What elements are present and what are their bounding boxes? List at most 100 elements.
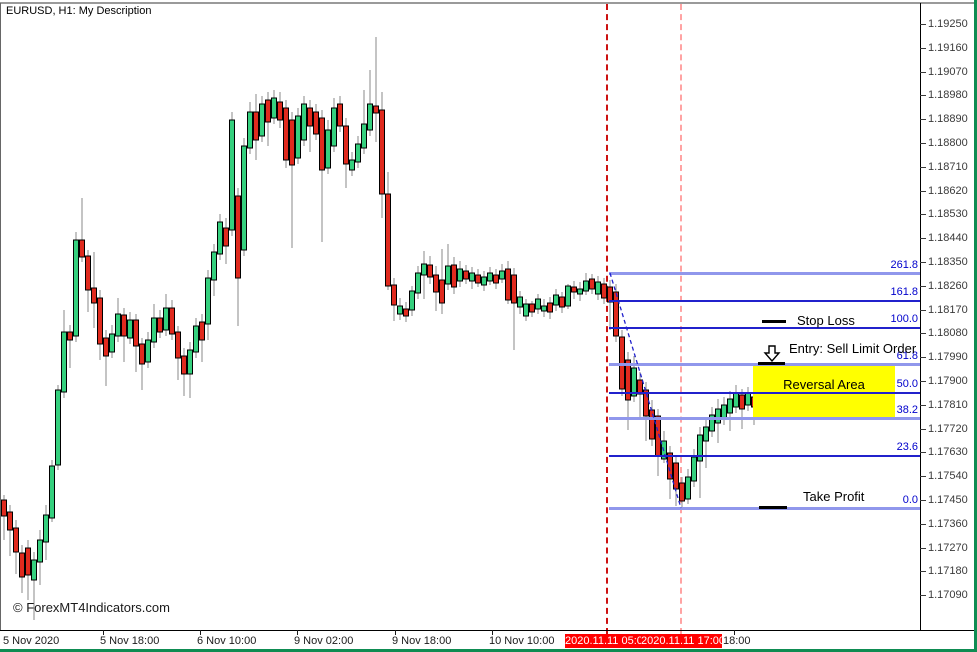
candle [37,539,43,563]
fib-label-100.0: 100.0 [890,313,918,325]
candle [391,284,397,306]
candle [739,394,745,410]
time-label[interactable]: 18:00 [723,635,751,647]
candle [451,264,457,288]
window-top-border [0,2,977,4]
stop-loss-label: Stop Loss [797,313,855,328]
candle [295,115,301,159]
price-label: 1.18260 [928,279,968,292]
candle [595,281,601,295]
fib-label-0.0: 0.0 [902,494,918,506]
fib-line-50.0[interactable] [609,392,920,394]
price-label: 1.17720 [928,422,968,435]
price-label: 1.18620 [928,184,968,197]
price-label: 1.17900 [928,375,968,387]
candle [175,331,181,359]
candle [403,308,409,317]
time-label[interactable]: 10 Nov 10:00 [489,635,555,647]
candle [487,272,493,282]
candle [505,268,511,301]
entry-down-arrow-icon [763,345,781,362]
time-label[interactable]: 5 Nov 2020 [3,635,60,647]
candle [25,547,31,576]
price-label: 1.18440 [928,232,968,245]
price-label: 1.17090 [928,589,968,602]
price-tick [920,309,926,311]
price-tick [920,452,926,454]
candle [229,119,235,231]
vertical-line-1[interactable] [606,4,608,634]
price-tick [920,119,926,121]
highlighted-time-label[interactable]: 2020.11.11 17:00 [641,634,726,648]
candle [679,482,685,502]
price-label: 1.19160 [928,41,968,54]
fib-line-261.8[interactable] [609,272,920,275]
candle [499,270,505,280]
stop-loss-marker[interactable] [762,320,786,323]
candle [241,145,247,251]
candle [547,302,553,313]
reversal-area-label: Reversal Area [783,377,865,392]
price-tick [920,262,926,263]
candle [139,343,145,365]
fib-label-61.8: 61.8 [896,350,918,362]
price-tick [920,404,926,406]
candle [463,270,469,280]
price-label: 1.18170 [928,303,968,316]
candle [445,265,451,285]
fib-line-100.0[interactable] [609,327,920,329]
entry-marker[interactable] [758,362,785,365]
price-label: 1.17810 [928,398,968,411]
time-label[interactable]: 9 Nov 18:00 [392,635,452,647]
candle [103,337,109,357]
price-tick [920,500,926,501]
highlighted-time-label[interactable]: 2020.11.11 05:0 [565,634,643,648]
candle [265,99,271,123]
fib-label-50.0: 50.0 [896,378,918,390]
candle [397,305,403,315]
price-label: 1.18890 [928,113,968,126]
candle [73,239,79,337]
candle [163,307,169,331]
reversal-area-zone[interactable] [753,365,895,418]
candle [553,294,559,306]
candle [709,414,715,432]
price-axis-separator [920,3,921,630]
price-tick [920,381,926,382]
candle [367,103,373,131]
time-label[interactable]: 6 Nov 10:00 [197,635,257,647]
candle [373,105,379,114]
candle [571,286,577,293]
time-label[interactable]: 9 Nov 02:00 [294,635,354,647]
price-tick [920,333,926,335]
price-label: 1.17990 [928,351,968,364]
candle [7,511,13,531]
candle [379,109,385,195]
candle [493,274,499,284]
vertical-line-2[interactable] [680,4,682,634]
candle [475,274,481,284]
candle [283,107,289,161]
candle [43,514,49,543]
candle [469,272,475,282]
candle [61,331,67,393]
candle [271,97,277,119]
candle [145,339,151,363]
candle [13,527,19,553]
candle [409,290,415,311]
candle [259,103,265,137]
candle [703,426,709,442]
fib-line-38.2[interactable] [609,417,920,420]
fib-line-23.6[interactable] [609,455,920,457]
take-profit-marker[interactable] [759,506,787,509]
time-label[interactable]: 5 Nov 18:00 [100,635,160,647]
fib-line-161.8[interactable] [609,300,920,302]
candle [223,227,229,247]
candle [583,280,589,292]
fib-label-23.6: 23.6 [896,441,918,453]
candle [631,367,637,397]
fib-label-261.8: 261.8 [890,259,918,271]
price-tick [920,595,926,597]
time-tick [103,630,104,635]
